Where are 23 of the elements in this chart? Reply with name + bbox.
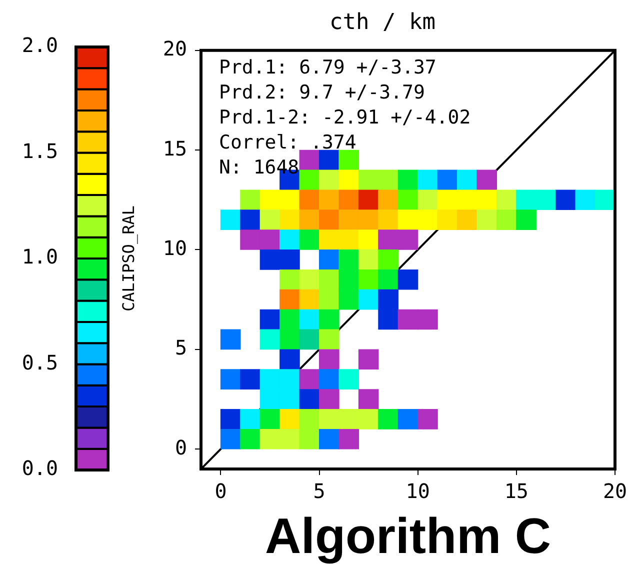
color-bar-label: 1.0 [22,244,58,269]
y-tick-label: 20 [162,36,187,61]
chart-title: cth / km [330,10,436,35]
annotation: Prd.1: 6.79 +/-3.37 [219,56,436,78]
color-bar-label: 2.0 [22,33,58,58]
color-bar-label: 0.5 [22,350,58,374]
x-tick-label: 5 [313,479,326,504]
annotation: Prd.2: 9.7 +/-3.79 [219,81,425,104]
annotation: Correl: .374 [219,131,356,154]
x-tick-label: 20 [602,479,628,504]
color-bar-label: 0.0 [22,456,58,480]
x-tick-label: 0 [214,479,227,504]
x-tick-label: 10 [406,479,430,504]
color-bar-title: CALIPSO_RAL [119,206,138,312]
y-tick-label: 10 [162,236,187,260]
annotation: Prd.1-2: -2.91 +/-4.02 [219,106,471,128]
y-tick-label: 0 [174,435,187,460]
x-tick-label: 15 [504,479,528,504]
annotation: N: 1648 [219,156,300,178]
color-bar-label: 1.5 [22,138,58,163]
y-tick-label: 5 [174,336,187,360]
x-axis-title: Algorithm C [264,508,552,564]
y-tick-label: 15 [162,136,187,160]
